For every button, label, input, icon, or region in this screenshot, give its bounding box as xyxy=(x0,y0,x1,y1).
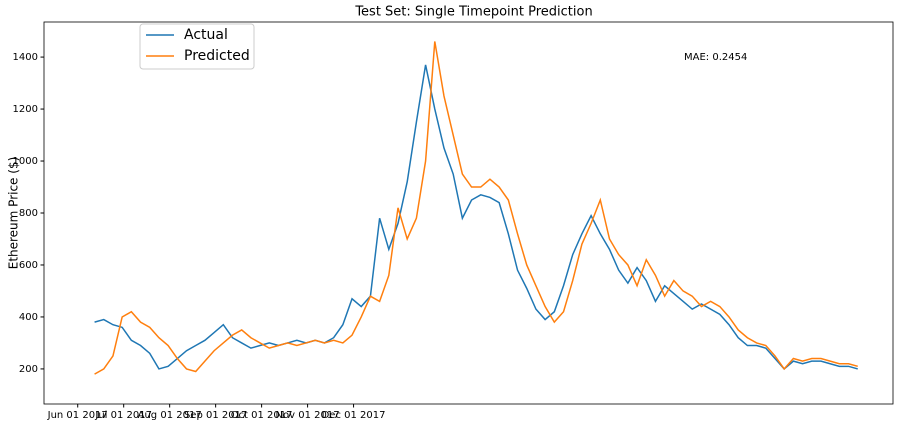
x-tick-label: Jul 01 2017 xyxy=(94,410,152,421)
x-tick-label: Aug 01 2017 xyxy=(138,410,202,421)
annotation: MAE: 0.2454 xyxy=(684,52,747,63)
chart-title: Test Set: Single Timepoint Prediction xyxy=(354,5,592,20)
line-series xyxy=(94,64,858,370)
x-tick-label: Dec 01 2017 xyxy=(322,410,386,421)
y-tick-label: 600 xyxy=(19,260,38,271)
x-tick-label: Sep 01 2017 xyxy=(184,410,247,421)
line-series xyxy=(94,41,858,375)
y-tick-label: 1200 xyxy=(13,104,38,115)
x-tick-label: Jun 01 2017 xyxy=(47,410,108,421)
plot-frame xyxy=(43,21,894,405)
y-tick-label: 1400 xyxy=(13,52,38,63)
y-tick-label: 800 xyxy=(19,208,38,219)
y-tick-label: 200 xyxy=(19,364,38,375)
x-tick-label: Nov 01 2017 xyxy=(276,410,340,421)
y-axis-label: Ethereum Price ($) xyxy=(7,157,21,270)
y-tick-label: 400 xyxy=(19,312,38,323)
x-tick-label: Oct 01 2017 xyxy=(231,410,293,421)
y-tick-label: 1000 xyxy=(13,156,38,167)
legend-label: Predicted xyxy=(184,48,250,64)
legend-label: Actual xyxy=(184,27,228,43)
